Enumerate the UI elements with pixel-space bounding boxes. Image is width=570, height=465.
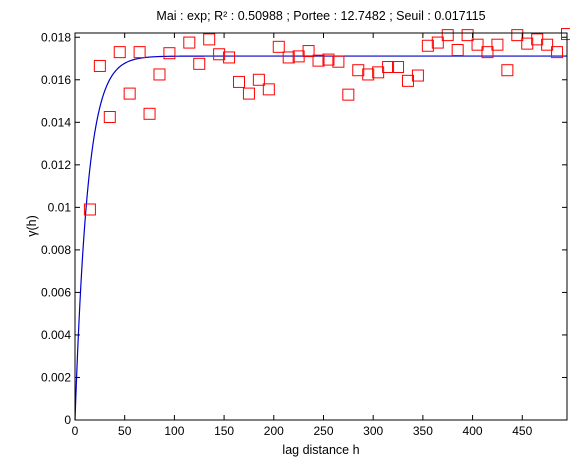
y-tick-label: 0.004	[41, 328, 71, 342]
x-tick-label: 450	[512, 424, 532, 438]
x-tick-label: 400	[463, 424, 483, 438]
x-tick-label: 200	[264, 424, 284, 438]
y-tick-label: 0.002	[41, 370, 71, 384]
y-axis-label: γ(h)	[25, 215, 39, 237]
y-tick-label: 0	[64, 413, 71, 427]
x-axis-label: lag distance h	[282, 443, 359, 457]
x-tick-label: 100	[164, 424, 184, 438]
x-tick-label: 0	[72, 424, 79, 438]
x-tick-label: 250	[313, 424, 333, 438]
chart-title: Mai : exp; R² : 0.50988 ; Portee : 12.74…	[156, 9, 485, 23]
y-tick-label: 0.016	[41, 73, 71, 87]
y-tick-label: 0.006	[41, 285, 71, 299]
y-tick-label: 0.018	[41, 30, 71, 44]
y-tick-label: 0.014	[41, 115, 71, 129]
plot-area	[75, 33, 567, 420]
y-tick-label: 0.008	[41, 243, 71, 257]
x-tick-label: 350	[413, 424, 433, 438]
y-tick-label: 0.01	[48, 200, 72, 214]
x-tick-label: 300	[363, 424, 383, 438]
x-tick-label: 150	[214, 424, 234, 438]
x-tick-label: 50	[118, 424, 132, 438]
y-tick-label: 0.012	[41, 158, 71, 172]
